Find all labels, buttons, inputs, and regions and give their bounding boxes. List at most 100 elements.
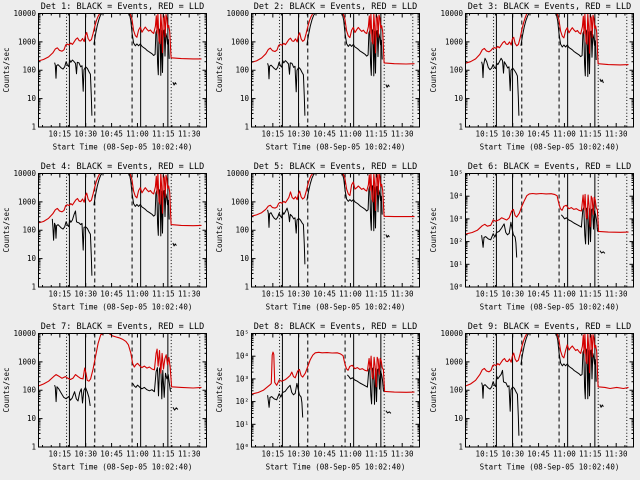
x-tick-label: 11:00 bbox=[126, 289, 149, 298]
chart-det-6: Det 6: BLACK = Events, RED = LLD Start T… bbox=[429, 162, 634, 312]
x-tick-label: 10:30 bbox=[74, 129, 97, 138]
x-tick-label: 10:15 bbox=[49, 289, 72, 298]
plot-frame bbox=[464, 173, 634, 288]
y-tick-label: 10¹ bbox=[449, 260, 463, 269]
x-axis-label: Start Time (08-Sep-05 10:02:40) bbox=[53, 142, 193, 151]
y-tick-label: 10⁵ bbox=[236, 329, 250, 338]
lld-curve bbox=[38, 333, 202, 389]
y-axis-label: Counts/sec bbox=[429, 47, 438, 92]
x-tick-label: 10:15 bbox=[262, 289, 285, 298]
y-tick-label: 10000 bbox=[440, 9, 463, 18]
x-axis-label: Start Time (08-Sep-05 10:02:40) bbox=[53, 462, 193, 471]
plot-frame bbox=[251, 333, 421, 448]
events-curve bbox=[347, 367, 385, 405]
chart-det-4: Det 4: BLACK = Events, RED = LLD Start T… bbox=[2, 162, 207, 312]
events-curve bbox=[172, 242, 177, 247]
events-curve bbox=[385, 84, 391, 88]
chart-area: 1 10 100 1000 10000 10:15 10:30 10:45 11:00 11:15… bbox=[227, 9, 421, 139]
curves bbox=[465, 333, 629, 436]
y-tick-label: 10⁴ bbox=[449, 192, 463, 201]
det-5-plot: Det 5: BLACK = Events, RED = LLD Start T… bbox=[213, 160, 426, 320]
plot-frame bbox=[251, 13, 421, 128]
x-tick-label: 11:30 bbox=[178, 129, 201, 138]
y-tick-label: 10 bbox=[27, 414, 37, 423]
x-tick-label: 10:30 bbox=[501, 449, 524, 458]
events-curve bbox=[132, 365, 171, 400]
y-tick-label: 100 bbox=[22, 386, 36, 395]
marker-lines bbox=[279, 333, 414, 447]
y-axis-label: Counts/sec bbox=[2, 47, 11, 92]
y-tick-label: 10² bbox=[449, 237, 463, 246]
y-tick-label: 100 bbox=[236, 226, 250, 235]
plot-title: Det 1: BLACK = Events, RED = LLD bbox=[41, 2, 204, 12]
y-axis-ticks: 1 10 100 1000 10000 bbox=[440, 329, 634, 452]
y-tick-label: 1 bbox=[458, 122, 463, 131]
y-tick-label: 1 bbox=[458, 442, 463, 451]
x-tick-label: 11:30 bbox=[391, 449, 414, 458]
x-tick-label: 11:30 bbox=[605, 289, 628, 298]
y-axis-ticks: 1 10 100 1000 10000 bbox=[13, 169, 207, 292]
chart-det-3: Det 3: BLACK = Events, RED = LLD Start T… bbox=[429, 2, 634, 152]
events-curve bbox=[267, 382, 304, 418]
x-tick-label: 10:30 bbox=[501, 289, 524, 298]
x-axis-ticks: 10:15 10:30 10:45 11:00 11:15 11:30 bbox=[42, 173, 201, 299]
plot-title: Det 7: BLACK = Events, RED = LLD bbox=[41, 322, 204, 332]
x-tick-label: 11:30 bbox=[391, 289, 414, 298]
x-axis-label: Start Time (08-Sep-05 10:02:40) bbox=[266, 462, 406, 471]
y-tick-label: 10² bbox=[236, 397, 250, 406]
x-axis-ticks: 10:15 10:30 10:45 11:00 11:15 11:30 bbox=[42, 333, 201, 459]
lld-curve bbox=[251, 351, 415, 395]
x-tick-label: 10:45 bbox=[314, 449, 337, 458]
plot-frame bbox=[251, 173, 421, 288]
x-tick-label: 10:15 bbox=[262, 129, 285, 138]
y-axis-ticks: 1 10 100 1000 10000 bbox=[227, 9, 420, 132]
chart-det-1: Det 1: BLACK = Events, RED = LLD Start T… bbox=[2, 2, 207, 152]
plot-frame bbox=[37, 333, 207, 448]
x-axis-ticks: 10:15 10:30 10:45 11:00 11:15 11:30 bbox=[468, 173, 628, 299]
x-tick-label: 11:00 bbox=[553, 289, 576, 298]
lld-curve bbox=[251, 13, 415, 65]
x-axis-label: Start Time (08-Sep-05 10:02:40) bbox=[479, 462, 619, 471]
y-tick-label: 10000 bbox=[227, 169, 250, 178]
marker-lines bbox=[279, 173, 414, 287]
x-tick-label: 11:15 bbox=[152, 449, 175, 458]
y-axis-label: Counts/sec bbox=[429, 367, 438, 412]
y-tick-label: 1000 bbox=[18, 197, 37, 206]
y-tick-label: 1 bbox=[245, 282, 250, 291]
chart-area: 1 10 100 1000 10000 10:15 10:30 10:45 11:00 11:15… bbox=[13, 169, 207, 299]
chart-det-2: Det 2: BLACK = Events, RED = LLD Start T… bbox=[215, 2, 421, 152]
chart-det-7: Det 7: BLACK = Events, RED = LLD Start T… bbox=[2, 322, 207, 472]
plot-frame bbox=[37, 173, 207, 288]
x-axis-ticks: 10:15 10:30 10:45 11:00 11:15 11:30 bbox=[255, 13, 414, 139]
x-tick-label: 11:00 bbox=[126, 449, 149, 458]
lld-curve bbox=[38, 13, 202, 62]
events-curve bbox=[267, 207, 306, 265]
x-tick-label: 11:15 bbox=[365, 449, 388, 458]
y-tick-label: 1 bbox=[31, 442, 36, 451]
events-curve bbox=[385, 234, 391, 238]
x-tick-label: 11:15 bbox=[365, 289, 388, 298]
curves bbox=[38, 333, 202, 411]
x-tick-label: 10:30 bbox=[74, 449, 97, 458]
x-tick-label: 11:30 bbox=[178, 449, 201, 458]
chart-det-5: Det 5: BLACK = Events, RED = LLD Start T… bbox=[215, 162, 421, 312]
events-curve bbox=[480, 369, 520, 436]
plot-title: Det 4: BLACK = Events, RED = LLD bbox=[41, 162, 204, 172]
x-axis-label: Start Time (08-Sep-05 10:02:40) bbox=[266, 302, 406, 311]
x-tick-label: 11:30 bbox=[178, 289, 201, 298]
x-tick-label: 10:45 bbox=[527, 129, 550, 138]
events-curve bbox=[560, 207, 598, 245]
lld-curve bbox=[465, 333, 629, 390]
y-axis-ticks: 1 10 100 1000 10000 bbox=[13, 9, 207, 132]
x-tick-label: 10:45 bbox=[314, 289, 337, 298]
events-curve bbox=[267, 60, 306, 116]
x-tick-label: 11:15 bbox=[579, 449, 602, 458]
y-tick-label: 10 bbox=[454, 414, 464, 423]
chart-area: 1 10 100 1000 10000 10:15 10:30 10:45 11:00 11:15… bbox=[227, 169, 421, 299]
x-tick-label: 10:45 bbox=[100, 289, 123, 298]
y-axis-label: Counts/sec bbox=[2, 207, 11, 252]
y-axis-ticks: 1 10 100 1000 10000 bbox=[13, 329, 207, 452]
events-curve bbox=[599, 78, 604, 84]
y-tick-label: 1000 bbox=[18, 37, 37, 46]
